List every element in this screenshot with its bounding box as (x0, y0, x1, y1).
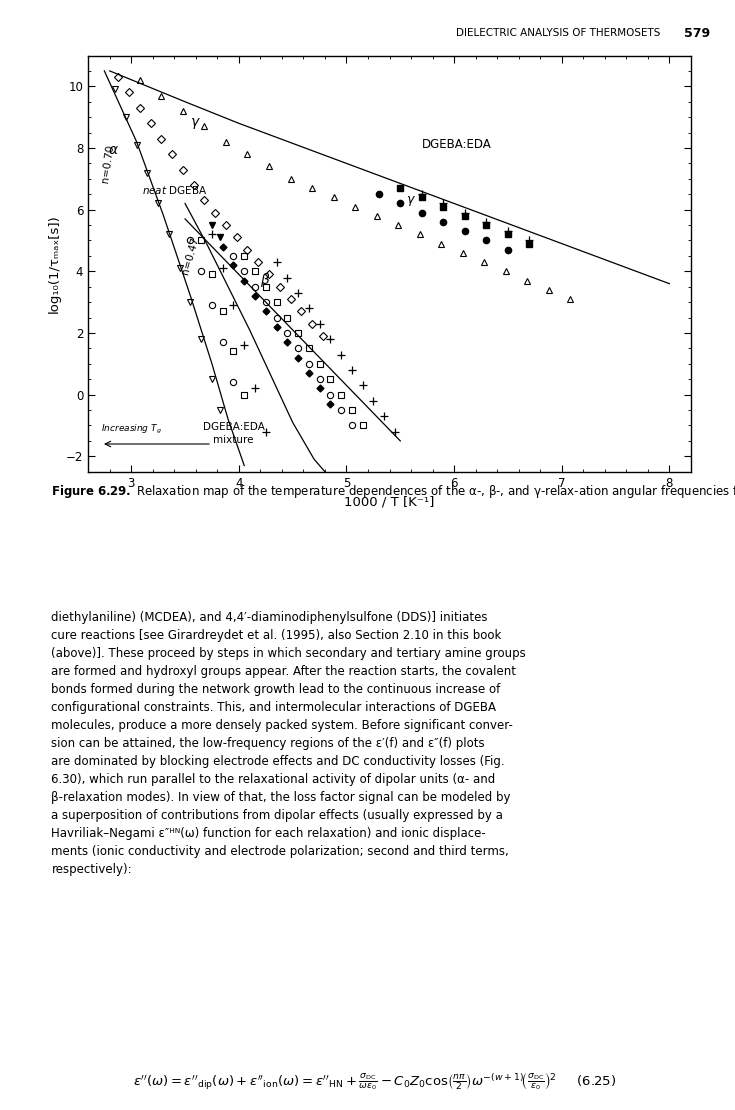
Text: $\varepsilon''(\omega) = \varepsilon''_\mathrm{dip}(\omega) + \varepsilon''_\mat: $\varepsilon''(\omega) = \varepsilon''_\… (133, 1071, 617, 1092)
Text: DGEBA:EDA
mixture: DGEBA:EDA mixture (203, 423, 265, 445)
X-axis label: 1000 / T [K⁻¹]: 1000 / T [K⁻¹] (345, 495, 434, 508)
Text: $\gamma$: $\gamma$ (406, 194, 415, 209)
Y-axis label: log₁₀(1/τₘₐₓ[s]): log₁₀(1/τₘₐₓ[s]) (48, 214, 60, 313)
Text: 579: 579 (684, 27, 710, 40)
Text: $\beta$: $\beta$ (260, 271, 270, 289)
Text: n=0.47: n=0.47 (180, 236, 201, 275)
Text: Increasing $T_g$: Increasing $T_g$ (101, 423, 162, 436)
Text: $\mathbf{Figure\ 6.29.}$ Relaxation map of the temperature dependences of the α-: $\mathbf{Figure\ 6.29.}$ Relaxation map … (51, 483, 735, 500)
Text: $\it{neat}$ DGEBA: $\it{neat}$ DGEBA (142, 184, 207, 196)
Text: diethylaniline) (MCDEA), and 4,4′-diaminodiphenylsulfone (DDS)] initiates
cure r: diethylaniline) (MCDEA), and 4,4′-diamin… (51, 610, 526, 876)
Text: DIELECTRIC ANALYSIS OF THERMOSETS: DIELECTRIC ANALYSIS OF THERMOSETS (456, 28, 660, 38)
Text: $\alpha$: $\alpha$ (107, 143, 118, 158)
Text: n=0.70: n=0.70 (100, 143, 115, 183)
Text: $\gamma$: $\gamma$ (190, 117, 201, 131)
Text: DGEBA:EDA: DGEBA:EDA (422, 138, 492, 151)
